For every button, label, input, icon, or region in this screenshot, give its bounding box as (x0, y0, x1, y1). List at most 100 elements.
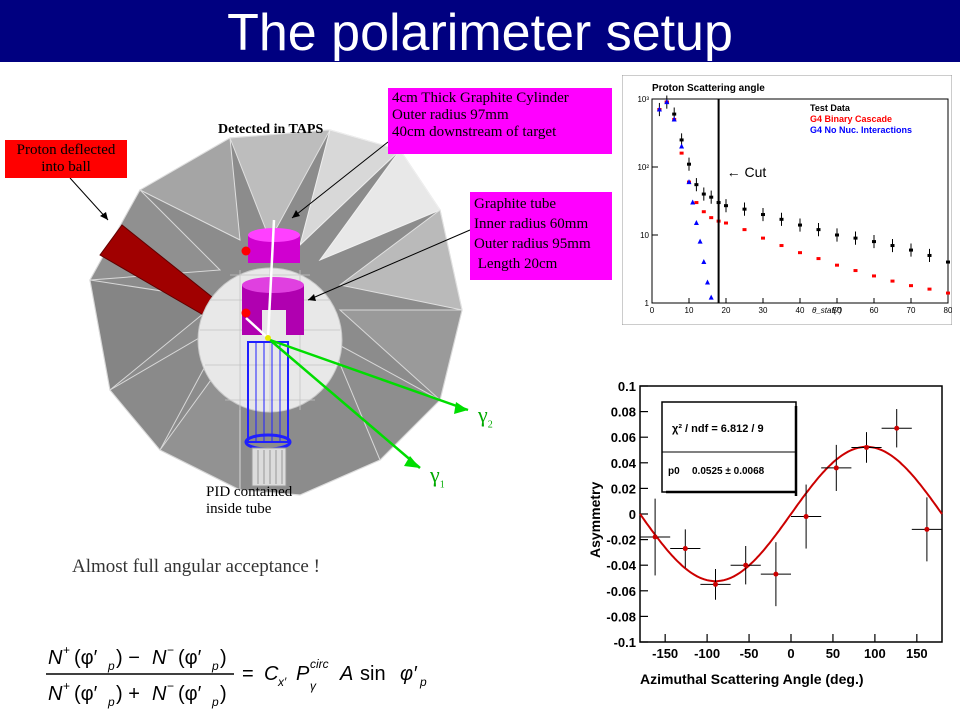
chart2-point (652, 534, 658, 540)
chart2-ytick-label: 0.06 (611, 430, 636, 445)
svg-text:(φ′: (φ′ (74, 683, 98, 705)
chart2-ytick-label: 0.08 (611, 405, 636, 420)
svg-text:circ: circ (310, 657, 329, 671)
chart1-xtick-label: 70 (907, 306, 916, 315)
chart1-xtick-label: 10 (685, 306, 694, 315)
cylinder-line-2: Outer radius 97mm (392, 107, 509, 123)
chart1-point (724, 221, 728, 225)
chart1-point (816, 228, 821, 232)
chart2-ytick-label: -0.06 (606, 584, 636, 599)
chart2-xtick-label: -50 (740, 646, 759, 661)
chart1-point (835, 263, 839, 267)
svg-text:): ) (220, 647, 227, 669)
svg-text:) −: ) − (116, 647, 140, 669)
svg-text:p: p (107, 695, 115, 709)
pid-tube (244, 341, 292, 487)
legend-no-nuc: G4 No Nuc. Interactions (810, 125, 912, 135)
chart1-point (672, 112, 677, 116)
chart1-ytick-label: 1 (645, 299, 650, 308)
title-bar (0, 0, 960, 62)
chart1-ytick-label: 10² (637, 163, 649, 172)
svg-text:N: N (152, 647, 167, 669)
chart1-point (679, 138, 684, 142)
svg-text:x′: x′ (277, 675, 287, 689)
chart2-point (743, 562, 749, 568)
chi2-text: χ² / ndf = 6.812 / 9 (672, 423, 764, 435)
chart1-point (686, 179, 692, 185)
svg-text:A: A (339, 663, 353, 685)
chart1-title: Proton Scattering angle (652, 83, 765, 94)
svg-text:p: p (211, 659, 219, 673)
chart1-point (761, 236, 765, 240)
chart1-point (853, 236, 858, 240)
chart1-point (705, 279, 710, 285)
legend-binary-cascade: G4 Binary Cascade (810, 114, 892, 124)
chart2-ytick-label: 0.1 (618, 379, 636, 394)
svg-text:p: p (107, 659, 115, 673)
chart1-point (664, 99, 670, 105)
svg-text:C: C (264, 663, 279, 685)
chart1-point (694, 201, 699, 205)
chart1-xtick-label: 20 (722, 306, 731, 315)
taps-label: Detected in TAPS (218, 122, 324, 137)
svg-text:(φ′: (φ′ (178, 683, 202, 705)
svg-text:φ′: φ′ (400, 663, 418, 685)
tube-line-1: Graphite tube (474, 196, 557, 212)
chart1-point (909, 248, 913, 252)
chart1-point (946, 291, 950, 295)
chart1-point (701, 210, 706, 214)
chart1-point (693, 220, 699, 226)
svg-text:=: = (242, 663, 254, 685)
sine-fit-curve (639, 445, 943, 583)
chart1-point (853, 269, 858, 273)
chart1-point (694, 183, 699, 187)
chart1-xtick-label: 0 (650, 306, 655, 315)
chart2-ytick-label: 0.04 (611, 456, 637, 471)
acceptance-text: Almost full angular acceptance ! (72, 556, 320, 577)
svg-text:+: + (63, 643, 70, 657)
chart2-xtick-label: -100 (694, 646, 720, 661)
tube-line-4: Length 20cm (474, 256, 558, 272)
chart2-point (833, 465, 839, 471)
scattering-angle-chart: Proton Scattering angle 0 10 20 30 40 50 60 70 8… (622, 75, 952, 325)
svg-text:): ) (220, 683, 227, 705)
chart2-ytick-label: -0.04 (606, 558, 636, 573)
chart1-point (679, 143, 685, 149)
chart1-point (671, 116, 677, 122)
chart1-point (872, 240, 876, 244)
chart1-point (708, 294, 714, 300)
chart1-point (687, 162, 691, 166)
chart2-point (894, 425, 900, 431)
slide-title: The polarimeter setup (227, 4, 733, 62)
proton-label-box: Proton deflected into ball (5, 140, 127, 178)
chart1-point (946, 260, 950, 264)
svg-text:γ: γ (310, 679, 317, 693)
chart2-point (924, 526, 930, 532)
gamma-2-label: γ2 (478, 402, 493, 431)
chart2-ytick-label: 0 (629, 507, 636, 522)
svg-text:N: N (152, 683, 167, 705)
chart1-point (690, 199, 696, 205)
chart2-point (713, 581, 718, 587)
chart1-point (742, 228, 747, 232)
chart1-point (701, 192, 706, 196)
chart1-point (779, 244, 784, 248)
svg-text:−: − (167, 679, 174, 693)
asymmetry-formula: N + (φ′ p ) − N − (φ′ p ) N + (φ′ p ) + … (46, 643, 427, 709)
chart1-point (798, 251, 802, 255)
chart1-point (656, 106, 662, 112)
chart1-point (761, 213, 765, 217)
chart1-point (724, 204, 728, 208)
svg-text:p: p (419, 675, 427, 689)
chart1-xtick-label: 50 (833, 306, 842, 315)
svg-text:(φ′: (φ′ (178, 647, 202, 669)
svg-text:) +: ) + (116, 683, 140, 705)
chart2-point (803, 514, 809, 520)
chart1-point (872, 274, 876, 278)
chart2-xlabel: Azimuthal Scattering Angle (deg.) (640, 671, 864, 687)
chart2-ytick-label: -0.1 (614, 635, 636, 650)
chart2-xtick-label: 150 (906, 646, 928, 661)
chart1-xtick-label: 60 (870, 306, 879, 315)
tube-line-3: Outer radius 95mm (474, 236, 591, 252)
chart1-point (890, 279, 895, 283)
